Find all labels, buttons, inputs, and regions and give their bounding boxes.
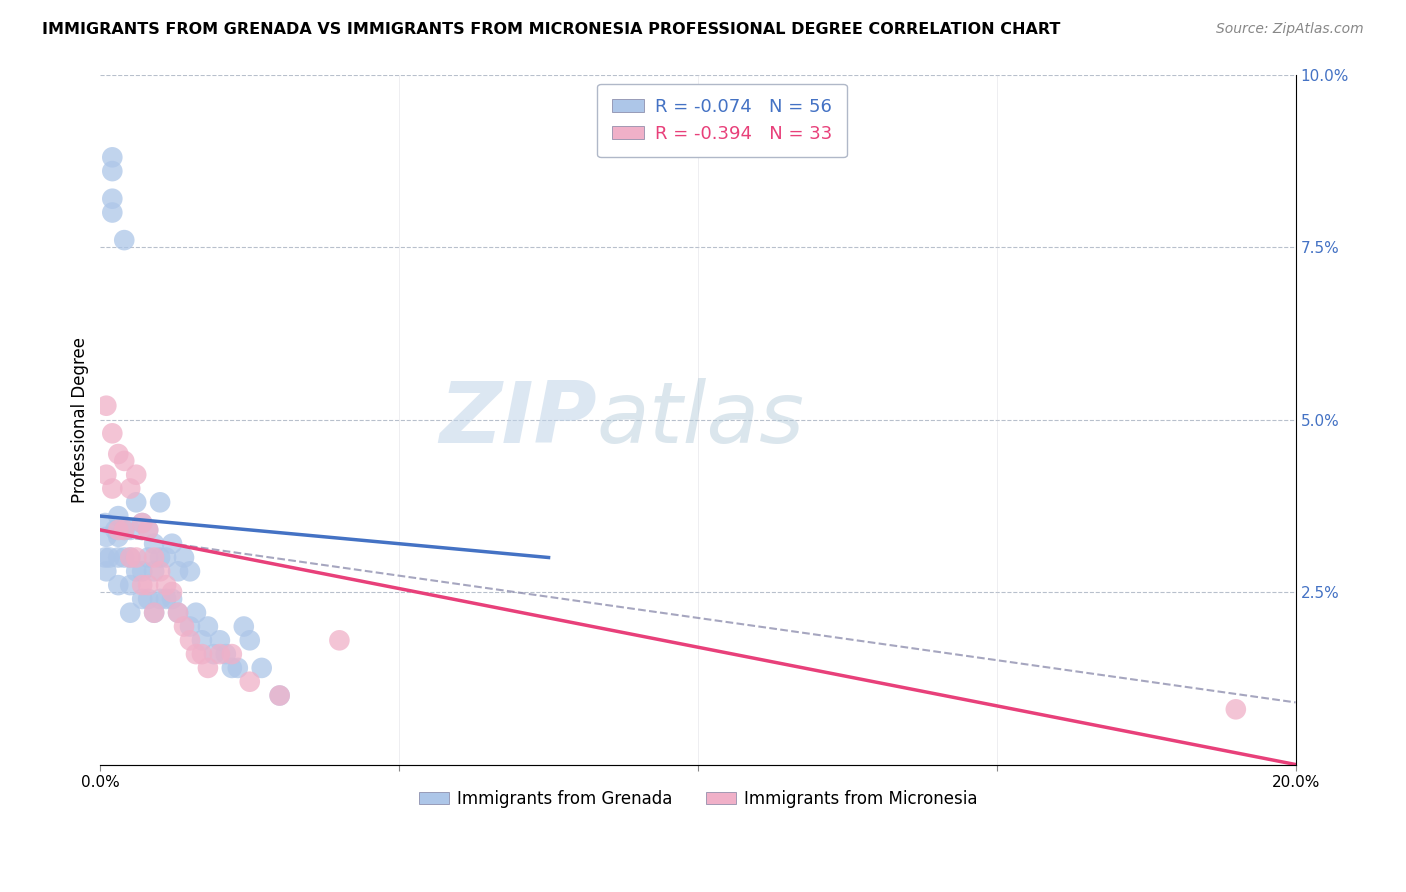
- Point: [96, 467, 118, 482]
- Point: [107, 509, 129, 524]
- Point: [101, 150, 124, 164]
- Point: [101, 205, 124, 219]
- Point: [136, 578, 159, 592]
- Point: [179, 619, 201, 633]
- Point: [184, 606, 207, 620]
- Point: [143, 606, 166, 620]
- Point: [107, 523, 129, 537]
- Point: [112, 523, 135, 537]
- Point: [173, 619, 195, 633]
- Point: [143, 550, 166, 565]
- Text: IMMIGRANTS FROM GRENADA VS IMMIGRANTS FROM MICRONESIA PROFESSIONAL DEGREE CORREL: IMMIGRANTS FROM GRENADA VS IMMIGRANTS FR…: [42, 22, 1060, 37]
- Point: [149, 495, 172, 509]
- Point: [250, 661, 273, 675]
- Point: [112, 523, 135, 537]
- Text: atlas: atlas: [596, 378, 804, 461]
- Point: [1225, 702, 1247, 716]
- Point: [101, 426, 124, 441]
- Point: [269, 689, 291, 703]
- Point: [131, 591, 153, 606]
- Point: [125, 550, 148, 565]
- Point: [239, 633, 262, 648]
- Point: [149, 564, 172, 578]
- Point: [120, 523, 142, 537]
- Y-axis label: Professional Degree: Professional Degree: [72, 336, 89, 502]
- Point: [96, 564, 118, 578]
- Point: [197, 661, 219, 675]
- Text: Source: ZipAtlas.com: Source: ZipAtlas.com: [1216, 22, 1364, 37]
- Point: [215, 647, 238, 661]
- Legend: Immigrants from Grenada, Immigrants from Micronesia: Immigrants from Grenada, Immigrants from…: [412, 783, 984, 814]
- Point: [328, 633, 350, 648]
- Point: [191, 647, 214, 661]
- Point: [269, 689, 291, 703]
- Point: [131, 578, 153, 592]
- Point: [143, 606, 166, 620]
- Point: [94, 550, 117, 565]
- Point: [120, 550, 142, 565]
- Point: [101, 164, 124, 178]
- Point: [167, 606, 190, 620]
- Point: [136, 523, 159, 537]
- Point: [191, 633, 214, 648]
- Point: [179, 633, 201, 648]
- Point: [104, 523, 127, 537]
- Point: [239, 674, 262, 689]
- Point: [131, 516, 153, 530]
- Point: [149, 591, 172, 606]
- Point: [179, 564, 201, 578]
- Point: [120, 550, 142, 565]
- Point: [167, 606, 190, 620]
- Text: ZIP: ZIP: [439, 378, 596, 461]
- Point: [136, 523, 159, 537]
- Point: [173, 550, 195, 565]
- Point: [107, 578, 129, 592]
- Point: [120, 606, 142, 620]
- Point: [107, 447, 129, 461]
- Point: [120, 578, 142, 592]
- Point: [125, 495, 148, 509]
- Point: [155, 591, 177, 606]
- Point: [232, 619, 254, 633]
- Point: [112, 550, 135, 565]
- Point: [226, 661, 249, 675]
- Point: [112, 454, 135, 468]
- Point: [120, 482, 142, 496]
- Point: [101, 192, 124, 206]
- Point: [131, 564, 153, 578]
- Point: [112, 233, 135, 247]
- Point: [101, 482, 124, 496]
- Point: [197, 619, 219, 633]
- Point: [136, 550, 159, 565]
- Point: [98, 550, 121, 565]
- Point: [149, 550, 172, 565]
- Point: [208, 647, 231, 661]
- Point: [160, 537, 183, 551]
- Point: [160, 591, 183, 606]
- Point: [107, 550, 129, 565]
- Point: [155, 578, 177, 592]
- Point: [125, 467, 148, 482]
- Point: [221, 647, 243, 661]
- Point: [160, 585, 183, 599]
- Point: [184, 647, 207, 661]
- Point: [136, 591, 159, 606]
- Point: [143, 564, 166, 578]
- Point: [107, 530, 129, 544]
- Point: [202, 647, 225, 661]
- Point: [143, 537, 166, 551]
- Point: [125, 564, 148, 578]
- Point: [94, 516, 117, 530]
- Point: [155, 550, 177, 565]
- Point: [96, 399, 118, 413]
- Point: [208, 633, 231, 648]
- Point: [167, 564, 190, 578]
- Point: [96, 530, 118, 544]
- Point: [221, 661, 243, 675]
- Point: [131, 516, 153, 530]
